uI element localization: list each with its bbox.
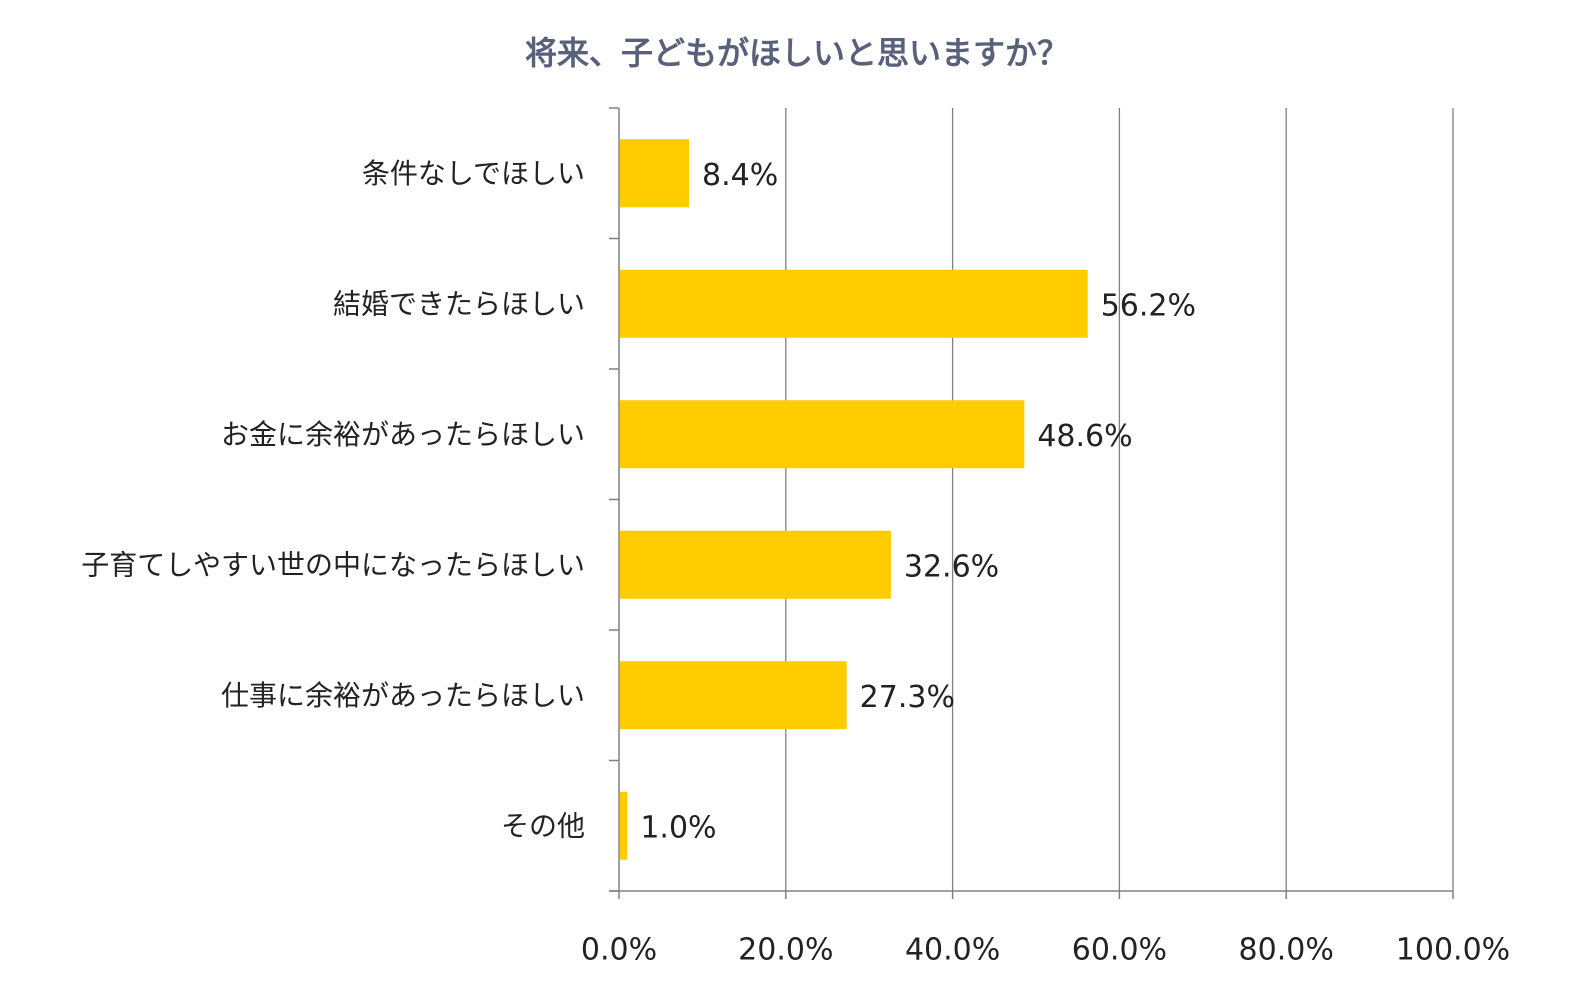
bar-4 xyxy=(620,661,847,730)
bar-5 xyxy=(620,791,628,860)
data-label-4: 27.3% xyxy=(860,680,955,715)
x-tick-label-0: 0.0% xyxy=(581,933,657,968)
category-label-0: 条件なしでほしい xyxy=(362,157,585,190)
category-label-3: 子育てしやすい世の中になったらほしい xyxy=(81,548,585,581)
x-tick-label-1: 20.0% xyxy=(738,933,833,968)
data-label-1: 56.2% xyxy=(1101,288,1196,323)
category-label-4: 仕事に余裕があったらほしい xyxy=(221,679,585,712)
chart-title: 将来、子どもがほしいと思いますか？ xyxy=(524,34,1069,72)
bar-2 xyxy=(620,400,1025,469)
x-tick-label-5: 100.0% xyxy=(1396,933,1510,968)
category-label-5: その他 xyxy=(501,809,585,842)
x-tick-label-3: 60.0% xyxy=(1072,933,1167,968)
data-label-3: 32.6% xyxy=(904,549,999,584)
data-label-2: 48.6% xyxy=(1037,419,1132,454)
bar-0 xyxy=(620,139,690,208)
data-label-5: 1.0% xyxy=(640,810,716,845)
category-label-2: お金に余裕があったらほしい xyxy=(221,418,585,451)
data-label-0: 8.4% xyxy=(702,158,778,193)
x-tick-label-2: 40.0% xyxy=(905,933,1000,968)
bar-3 xyxy=(620,530,891,599)
category-label-1: 結婚できたらほしい xyxy=(333,287,585,320)
bar-1 xyxy=(620,269,1088,338)
x-tick-label-4: 80.0% xyxy=(1239,933,1334,968)
